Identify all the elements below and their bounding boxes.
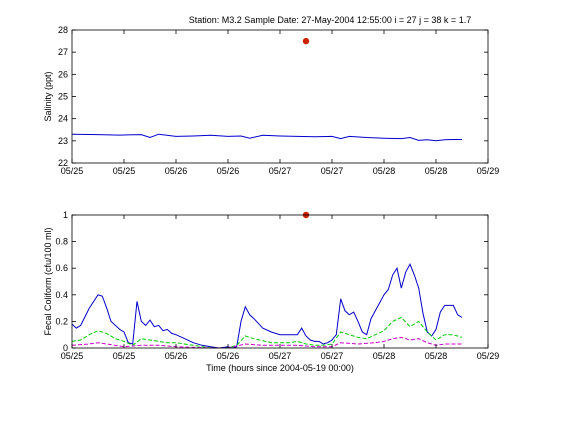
x-tick-label: 05/27 <box>269 166 292 176</box>
series-line-1 <box>71 133 462 142</box>
y-tick-label: 0 <box>63 343 68 353</box>
fecal-coliform-plot: 05/25 05/25 05/26 05/26 05/27 05/27 05/28 05/28… <box>43 210 499 373</box>
x-tick-label: 05/25 <box>113 166 136 176</box>
x-tick-label: 05/27 <box>269 351 292 361</box>
x-tick-label: 05/29 <box>477 166 500 176</box>
y-tick-label: 0.4 <box>55 290 68 300</box>
y-axis-label: Salinity (ppt) <box>43 71 53 121</box>
y-tick-label: 22 <box>58 158 68 168</box>
series-line-3 <box>71 336 462 349</box>
x-tick-label: 05/27 <box>321 351 344 361</box>
y-tick-label: 0.2 <box>55 316 68 326</box>
y-tick-label: 26 <box>58 69 68 79</box>
x-tick-label: 05/28 <box>373 166 396 176</box>
y-tick-label: 0.6 <box>55 263 68 273</box>
x-tick-label: 05/25 <box>61 351 84 361</box>
x-tick-label: 05/28 <box>425 166 448 176</box>
x-tick-label: 05/29 <box>477 351 500 361</box>
x-tick-label: 05/26 <box>217 166 240 176</box>
x-tick-label: 05/25 <box>61 166 84 176</box>
x-tick-label: 05/25 <box>113 351 136 361</box>
x-tick-label: 05/28 <box>425 351 448 361</box>
y-tick-label: 24 <box>58 114 68 124</box>
series-line-1 <box>71 263 463 349</box>
y-tick-label: 1 <box>63 210 68 220</box>
y-tick-label: 25 <box>58 92 68 102</box>
x-tick-label: 05/26 <box>217 351 240 361</box>
x-tick-label: 05/26 <box>165 166 188 176</box>
series-line-2 <box>71 316 463 349</box>
axes-box <box>71 29 489 164</box>
salinity-plot: 05/25 05/25 05/26 05/26 05/27 05/27 05/28 05/28… <box>43 25 499 176</box>
x-tick-label: 05/28 <box>373 351 396 361</box>
y-tick-label: 23 <box>58 136 68 146</box>
x-tick-label: 05/26 <box>165 351 188 361</box>
sample-marker <box>302 37 310 45</box>
y-tick-label: 27 <box>58 47 68 57</box>
x-tick-label: 05/27 <box>321 166 344 176</box>
y-tick-label: 0.8 <box>55 237 68 247</box>
y-axis-label: Fecal Coliform (cfu/100 ml) <box>43 227 53 335</box>
chart-title: Station: M3.2 Sample Date: 27-May-2004 1… <box>189 15 471 25</box>
x-axis-label: Time (hours since 2004-05-19 00:00) <box>206 363 354 373</box>
y-tick-label: 28 <box>58 25 68 35</box>
